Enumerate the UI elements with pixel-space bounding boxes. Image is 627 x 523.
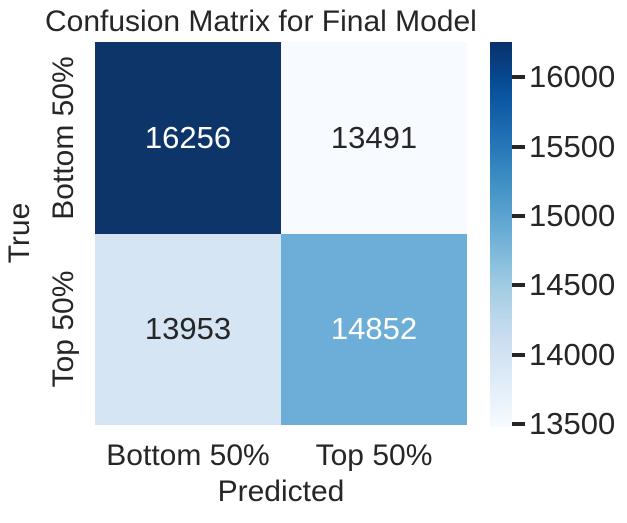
colorbar-tick: 14500 [512, 267, 615, 303]
colorbar-tick-mark [512, 75, 525, 79]
cell-value: 14852 [330, 311, 418, 347]
colorbar-tick: 15000 [512, 198, 615, 234]
colorbar-tick-mark [512, 214, 525, 218]
colorbar-tick-mark [512, 353, 525, 357]
heatmap-cell-true-bottom-pred-bottom: 16256 [95, 42, 281, 234]
colorbar-tick-mark [512, 283, 525, 287]
colorbar-tick-label: 15000 [529, 198, 616, 233]
x-axis-label: Predicted [217, 475, 345, 508]
heatmap-cell-true-top-pred-top: 14852 [281, 233, 467, 425]
heatmap-cell-true-top-pred-bottom: 13953 [95, 233, 281, 425]
colorbar-tick: 15500 [512, 129, 615, 165]
y-axis-label: True [3, 202, 36, 264]
colorbar-tick-label: 14500 [529, 267, 616, 302]
cell-value: 16256 [144, 119, 232, 155]
colorbar-tick-label: 14000 [529, 337, 616, 372]
colorbar-tick-mark [512, 145, 525, 149]
colorbar-tick-label: 16000 [529, 59, 616, 94]
y-tick-label-top-50: Top 50% [47, 270, 80, 388]
colorbar-tick-label: 13500 [529, 406, 616, 441]
x-tick-label-top-50: Top 50% [315, 439, 433, 472]
heatmap-cell-true-bottom-pred-top: 13491 [281, 42, 467, 234]
x-tick-label-bottom-50: Bottom 50% [106, 439, 270, 472]
y-tick-label-bottom-50: Bottom 50% [47, 56, 80, 220]
colorbar: 16000 15500 15000 14500 14000 13500 [490, 42, 627, 441]
colorbar-tick: 16000 [512, 59, 615, 95]
colorbar-tick: 13500 [512, 406, 615, 442]
heatmap-grid: 16256 13491 13953 14852 [95, 42, 467, 425]
cell-value: 13491 [330, 119, 418, 155]
colorbar-tick: 14000 [512, 337, 615, 373]
colorbar-tick-label: 15500 [529, 129, 616, 164]
colorbar-tick-mark [512, 422, 525, 426]
colorbar-gradient [490, 42, 512, 427]
chart-title: Confusion Matrix for Final Model [45, 5, 477, 38]
cell-value: 13953 [144, 311, 232, 347]
